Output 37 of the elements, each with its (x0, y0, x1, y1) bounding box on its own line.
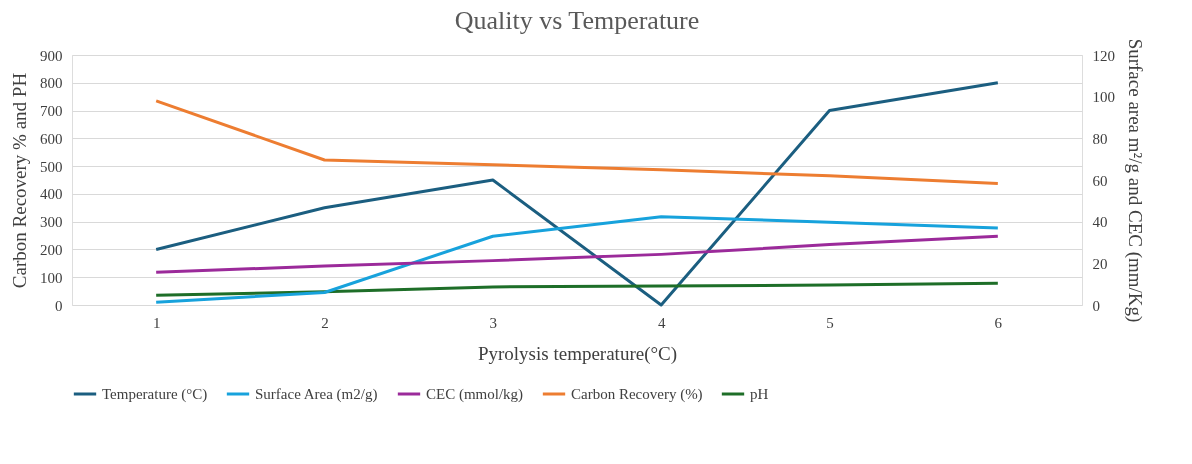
y-tick-label: 900 (40, 47, 63, 64)
line-series (154, 215, 1000, 304)
x-tick-label: 6 (994, 314, 1003, 331)
y2-tick-label: 100 (1092, 89, 1115, 106)
y2-tick-label: 80 (1092, 130, 1108, 147)
legend-label: Surface Area (m2/g) (255, 386, 378, 403)
legend-label: Carbon Recovery (%) (571, 386, 703, 403)
x-axis-title: Pyrolysis temperature(°C) (477, 342, 678, 365)
y-tick-label: 500 (40, 158, 63, 175)
line-series (154, 234, 1000, 274)
x-tick-label: 3 (489, 314, 498, 331)
y-tick-label: 600 (40, 130, 63, 147)
y-tick-label: 700 (40, 103, 63, 120)
x-tick-label: 2 (321, 314, 329, 331)
legend-label: CEC (mmol/kg) (426, 386, 524, 403)
x-tick-label: 1 (152, 314, 161, 331)
line-series (154, 281, 1000, 297)
y-tick-label: 0 (55, 297, 63, 314)
chart-title: Quality vs Temperature (454, 6, 700, 36)
y-tick-label: 100 (40, 269, 63, 286)
y2-tick-label: 60 (1092, 172, 1108, 189)
y-tick-label: 300 (40, 214, 63, 231)
legend-label: pH (750, 386, 769, 402)
y2-tick-label: 0 (1092, 297, 1100, 314)
x-tick-label: 5 (826, 314, 834, 331)
line-series (154, 81, 1000, 307)
y2-tick-label: 120 (1092, 47, 1115, 64)
y-axis-title: Carbon Recovery % and PH (9, 72, 30, 289)
line-series (154, 99, 1000, 186)
y2-axis-title: Surface area m²/g and CEC (mm/Kg) (1124, 38, 1146, 323)
legend-label: Temperature (°C) (102, 386, 208, 403)
y2-tick-label: 40 (1092, 214, 1108, 231)
x-tick-label: 4 (657, 314, 666, 331)
y-tick-label: 200 (40, 241, 63, 258)
y-tick-label: 400 (40, 186, 63, 203)
y2-tick-label: 20 (1092, 255, 1108, 272)
y-tick-label: 800 (40, 75, 63, 92)
